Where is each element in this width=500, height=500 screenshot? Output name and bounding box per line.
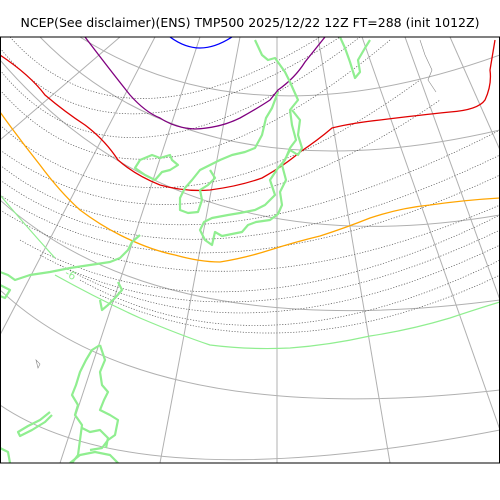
coastline (0, 234, 141, 282)
green-contour (0, 194, 56, 259)
map-title: NCEP(See disclaimer)(ENS) TMP500 2025/12… (20, 15, 480, 30)
isotherm-line (79, 259, 500, 326)
coastline (98, 281, 124, 312)
purple-contour (84, 37, 326, 130)
isotherm-line (59, 244, 500, 314)
meridian-line (0, 37, 121, 141)
coastline (338, 37, 371, 80)
coastline (0, 284, 12, 300)
coastlines (0, 37, 371, 463)
coastline (69, 450, 119, 463)
isotherm-line (0, 154, 500, 240)
coastline-detail (419, 39, 437, 93)
graticule-latitudes (0, 37, 500, 461)
latitude-line (0, 404, 500, 461)
green-contour (54, 274, 500, 350)
isotherms-dotted (0, 37, 500, 334)
isotherm-line (0, 79, 421, 189)
coastline (0, 447, 12, 463)
isotherm-line (0, 204, 500, 272)
meridian-line (317, 37, 391, 463)
coastline (16, 411, 53, 438)
meridian-line (404, 37, 500, 301)
meridian-line (159, 37, 241, 463)
latitude-line (39, 37, 500, 152)
coastline-detail (35, 359, 41, 369)
meridian-line (361, 37, 500, 431)
graticule-meridians (0, 37, 500, 463)
isotherm-line (0, 37, 361, 138)
blue-contour (169, 37, 233, 49)
isotherm-line (0, 174, 500, 254)
isotherm-line (0, 37, 341, 115)
meridian-line (59, 37, 201, 463)
red-contour (0, 39, 496, 192)
green-contours (0, 194, 500, 350)
latitude-line (0, 59, 500, 227)
meridian-line (0, 37, 156, 336)
latitude-line (79, 37, 500, 97)
orange-contour (0, 111, 500, 263)
isotherm-line (0, 39, 391, 160)
meridian-line (449, 37, 500, 151)
latitude-line (0, 199, 500, 312)
coastline (178, 91, 280, 215)
isotherm-line (0, 129, 500, 226)
coastline (198, 39, 304, 247)
coastline (70, 344, 101, 463)
isotherm-line (39, 229, 500, 303)
isotherm-line (9, 37, 321, 99)
coastline (133, 153, 180, 182)
isotherm-line (99, 274, 500, 334)
latitude-line (0, 289, 500, 400)
coastline (81, 427, 110, 449)
